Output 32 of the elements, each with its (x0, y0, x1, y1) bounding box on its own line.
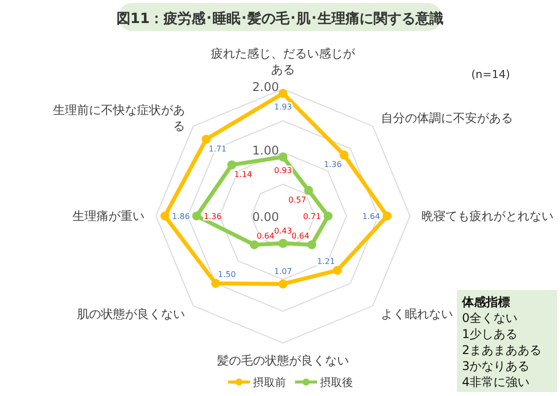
chart-title: 図11：疲労感･睡眠･髪の毛･肌･生理痛に関する意識 (116, 10, 444, 27)
spoke-label: 自分の体調に不安がある (380, 111, 513, 126)
data-label: 1.36 (324, 160, 342, 170)
note-box: 体感指標 0全くない 1少しある 2まあまあある 3かなりある 4非常に強い (457, 290, 557, 392)
spoke-label: よく眠れない (380, 306, 453, 321)
data-label: 0.57 (288, 196, 306, 205)
legend-label: 摂取後 (320, 376, 353, 389)
y-tick-label: 2.00 (252, 80, 279, 94)
spoke-label: 晩寝ても疲れがとれない (421, 209, 554, 223)
data-label: 0.93 (274, 166, 292, 175)
legend-label: 摂取前 (253, 376, 286, 389)
spoke-label: 疲れた感じ、だるい感じがある (211, 46, 356, 77)
spoke-label: 髪の毛の状態が良くない (217, 353, 349, 368)
data-label: 0.64 (256, 232, 274, 241)
data-label: 1.14 (234, 170, 252, 180)
y-tick-label: 0.00 (252, 210, 279, 224)
data-label: 1.07 (274, 266, 292, 276)
spoke-label: 生理痛が重い (72, 209, 145, 223)
data-label: 0.64 (292, 232, 310, 241)
spoke-label: 肌の状態が良くない (77, 306, 186, 321)
text: (n=14) (471, 68, 510, 81)
data-label: 1.64 (362, 212, 380, 221)
data-label: 1.71 (208, 144, 226, 154)
data-label: 1.36 (204, 212, 222, 221)
data-label: 1.86 (172, 212, 190, 221)
data-label: 0.71 (303, 212, 321, 221)
y-tick-label: 1.00 (252, 144, 279, 158)
data-label: 0.43 (274, 226, 292, 236)
data-label: 1.50 (218, 270, 236, 280)
data-label: 1.93 (274, 102, 292, 112)
data-label: 1.21 (317, 257, 335, 266)
spoke-label: 生理前に不快な症状がある (53, 103, 186, 134)
